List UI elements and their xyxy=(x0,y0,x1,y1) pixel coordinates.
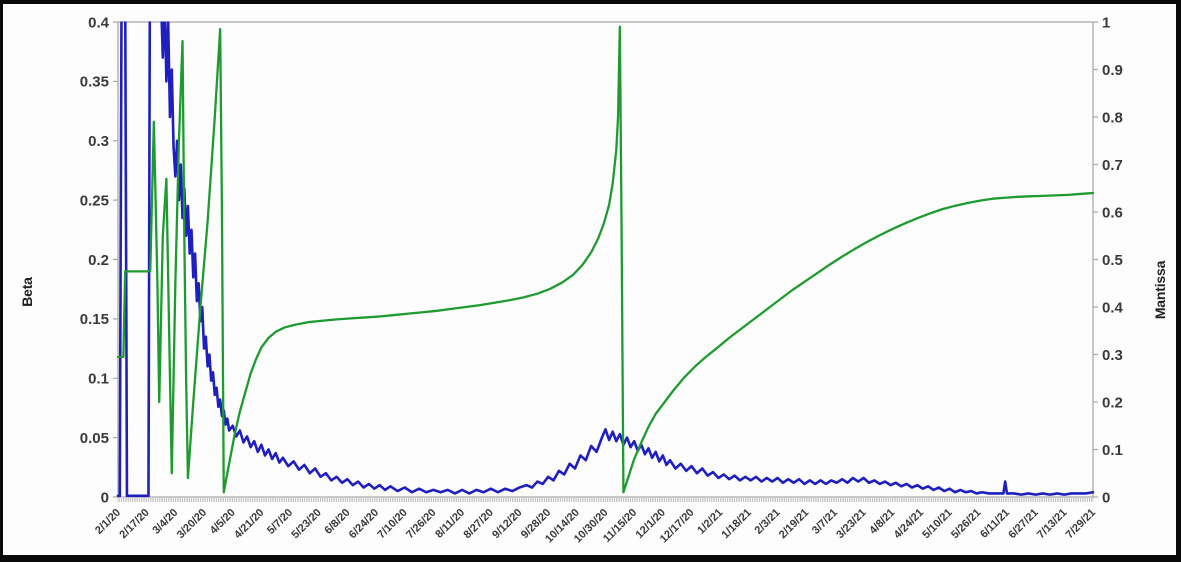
left-axis-tick-label: 0.2 xyxy=(88,252,109,269)
right-axis-tick-label: 0.2 xyxy=(1102,394,1123,411)
x-axis-tick-label: 7/29/21 xyxy=(1064,507,1098,541)
beta-series-line xyxy=(116,21,1095,498)
x-axis-tick-label: 2/19/21 xyxy=(777,507,811,541)
x-axis-tick-label: 9/12/20 xyxy=(490,507,524,541)
x-axis-tick-label: 5/23/20 xyxy=(289,507,323,541)
x-axis-tick-label: 6/27/21 xyxy=(1006,507,1040,541)
right-axis-tick-label: 0.1 xyxy=(1102,442,1123,459)
left-axis-tick-label: 0.3 xyxy=(88,133,109,150)
x-axis-tick-label: 4/21/20 xyxy=(232,507,266,541)
right-axis-tick-label: 0.9 xyxy=(1102,62,1123,79)
x-axis-tick-label: 7/10/20 xyxy=(375,507,409,541)
right-axis-tick-label: 0 xyxy=(1102,489,1110,506)
x-axis-tick-label: 2/17/20 xyxy=(117,507,151,541)
left-axis-tick-label: 0.05 xyxy=(80,430,109,447)
right-axis-tick-label: 0.7 xyxy=(1102,157,1123,174)
left-axis-tick-label: 0.4 xyxy=(88,14,110,31)
right-axis-tick-label: 1 xyxy=(1102,14,1110,31)
x-axis-tick-label: 3/20/20 xyxy=(175,507,209,541)
x-axis-tick-label: 1/18/21 xyxy=(720,507,754,541)
left-axis-tick-label: 0.15 xyxy=(80,311,109,328)
x-axis-tick-label: 3/23/21 xyxy=(834,507,868,541)
right-axis-tick-label: 0.3 xyxy=(1102,347,1123,364)
right-axis-tick-label: 0.8 xyxy=(1102,109,1123,126)
x-axis-tick-label: 8/27/20 xyxy=(461,507,495,541)
right-axis-tick-label: 0.6 xyxy=(1102,204,1123,221)
x-axis-tick-label: 6/11/21 xyxy=(978,507,1012,541)
x-axis-tick-label: 6/24/20 xyxy=(347,507,381,541)
x-axis-tick-label: 4/24/21 xyxy=(892,507,926,541)
x-axis-tick-label: 7/13/21 xyxy=(1035,507,1069,541)
right-axis-tick-label: 0.5 xyxy=(1102,252,1123,269)
x-axis-tick-label: 5/26/21 xyxy=(949,507,983,541)
x-axis-tick-label: 5/10/21 xyxy=(920,507,954,541)
x-axis-tick-label: 7/26/20 xyxy=(404,507,438,541)
left-axis-tick-label: 0.1 xyxy=(88,371,109,388)
left-axis-tick-label: 0 xyxy=(101,489,109,506)
left-axis-tick-label: 0.35 xyxy=(80,74,109,91)
plot-area: 0 0.05 0.1 0.15 0.2 0.25 0.3 0.35 0.4 0 0.1 0.2 0.3 0… xyxy=(80,14,1124,545)
x-axis-tick-label: 8/11/20 xyxy=(433,507,467,541)
right-axis-tick-label: 0.4 xyxy=(1102,299,1124,316)
mantissa-series-line xyxy=(116,25,1095,494)
left-axis-tick-label: 0.25 xyxy=(80,192,109,209)
